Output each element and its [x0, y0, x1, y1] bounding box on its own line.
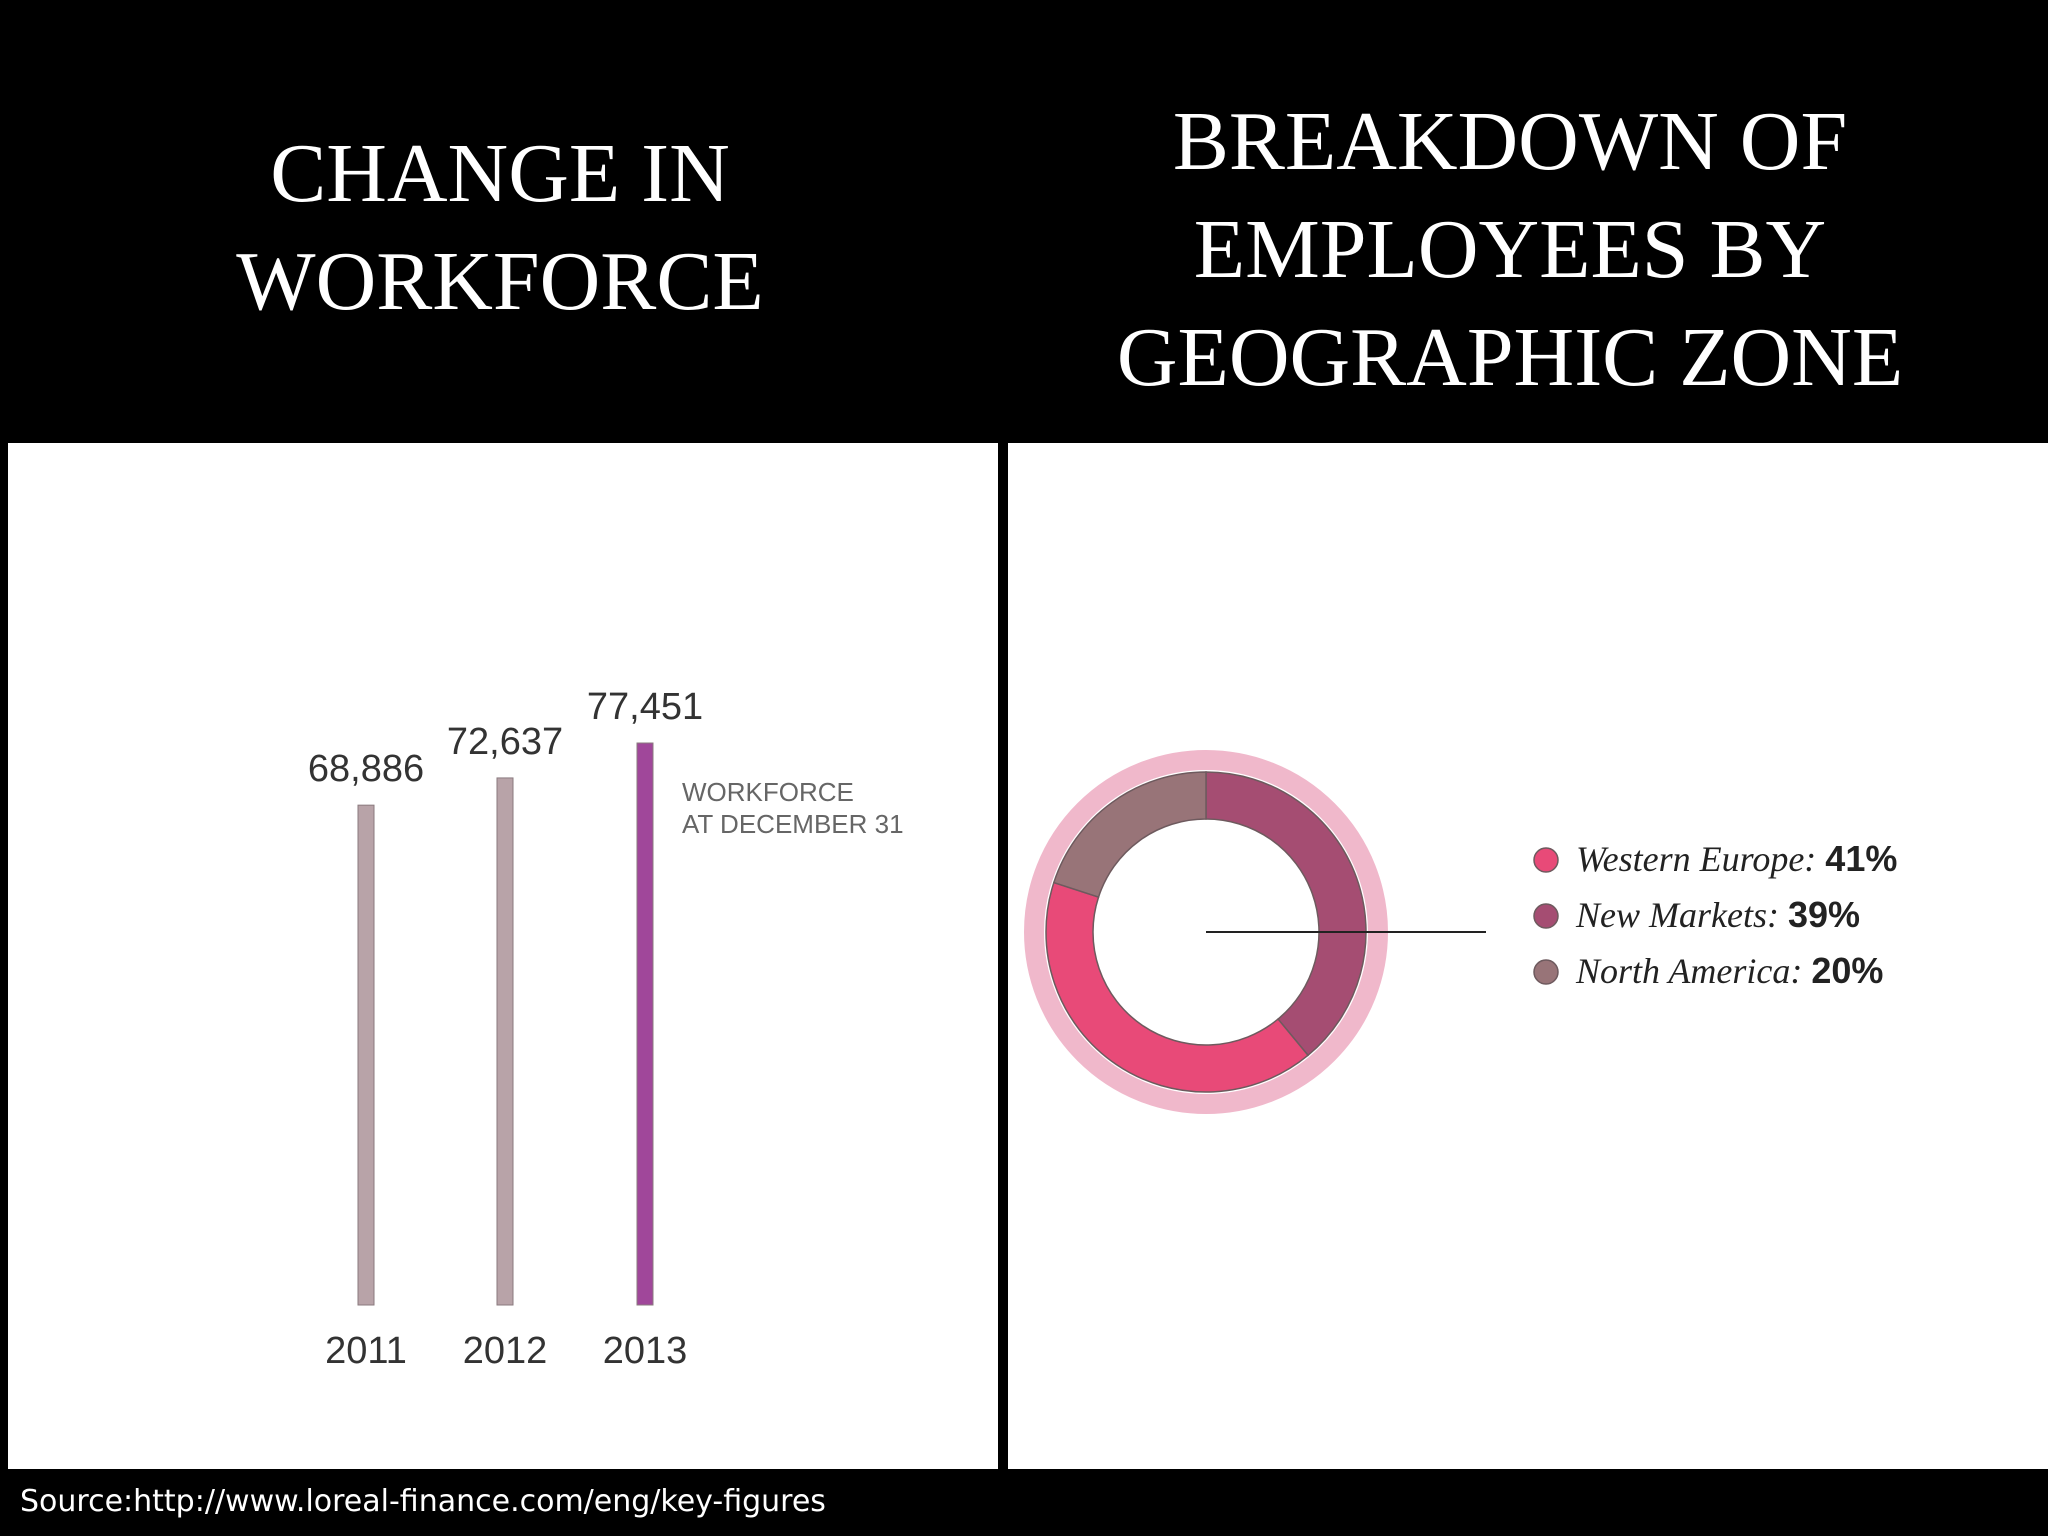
x-tick-2013: 2013	[603, 1330, 688, 1372]
source-caption: Source:http://www.loreal-finance.com/eng…	[20, 1484, 826, 1519]
workforce-note-line-2: AT DECEMBER 31	[682, 809, 904, 839]
legend-swatch-north-america	[1533, 959, 1559, 985]
legend-swatch-new-markets	[1533, 903, 1559, 929]
legend-entry-new-markets: New Markets: 39%	[1575, 894, 1860, 935]
bar-value-label-2013: 77,451	[587, 686, 703, 728]
bar-2012	[496, 777, 514, 1306]
geographic-donut-chart: Western Europe: 41% New Markets: 39% North…	[1024, 750, 1897, 1114]
x-tick-2012: 2012	[463, 1330, 548, 1372]
bar-value-label-2011: 68,886	[308, 748, 424, 790]
donut-slice-north-america	[1052, 771, 1207, 899]
workforce-bar-chart: 68,886 2011 72,637 2012 77,451 2013 WORKFORCEA…	[308, 686, 904, 1372]
legend-swatch-western-europe	[1533, 847, 1559, 873]
bar-2013	[636, 742, 654, 1306]
bar-value-label-2012: 72,637	[447, 721, 563, 763]
donut-slice-new-markets	[1205, 771, 1367, 1057]
workforce-chart-panel: 68,886 2011 72,637 2012 77,451 2013 WORKFORCE A…	[8, 443, 998, 1469]
legend-entry-north-america: North America: 20%	[1575, 950, 1883, 991]
donut-slice-western-europe	[1045, 881, 1310, 1093]
legend-entry-western-europe: Western Europe: 41%	[1576, 838, 1897, 879]
bar-2011	[357, 804, 375, 1306]
left-chart-title: CHANGE IN WORKFORCE	[236, 127, 764, 328]
geographic-zone-chart-panel: Western Europe: 41% New Markets: 39% North…	[1008, 443, 2048, 1469]
right-chart-title: BREAKDOWN OF EMPLOYEES BY GEOGRAPHIC ZON…	[1116, 95, 1904, 404]
legend-percent-new-markets: 39%	[1788, 894, 1860, 935]
legend-percent-western-europe: 41%	[1825, 838, 1897, 879]
x-tick-2011: 2011	[325, 1330, 407, 1372]
legend-percent-north-america: 20%	[1811, 950, 1883, 991]
workforce-note-line-1: WORKFORCE	[682, 777, 854, 807]
